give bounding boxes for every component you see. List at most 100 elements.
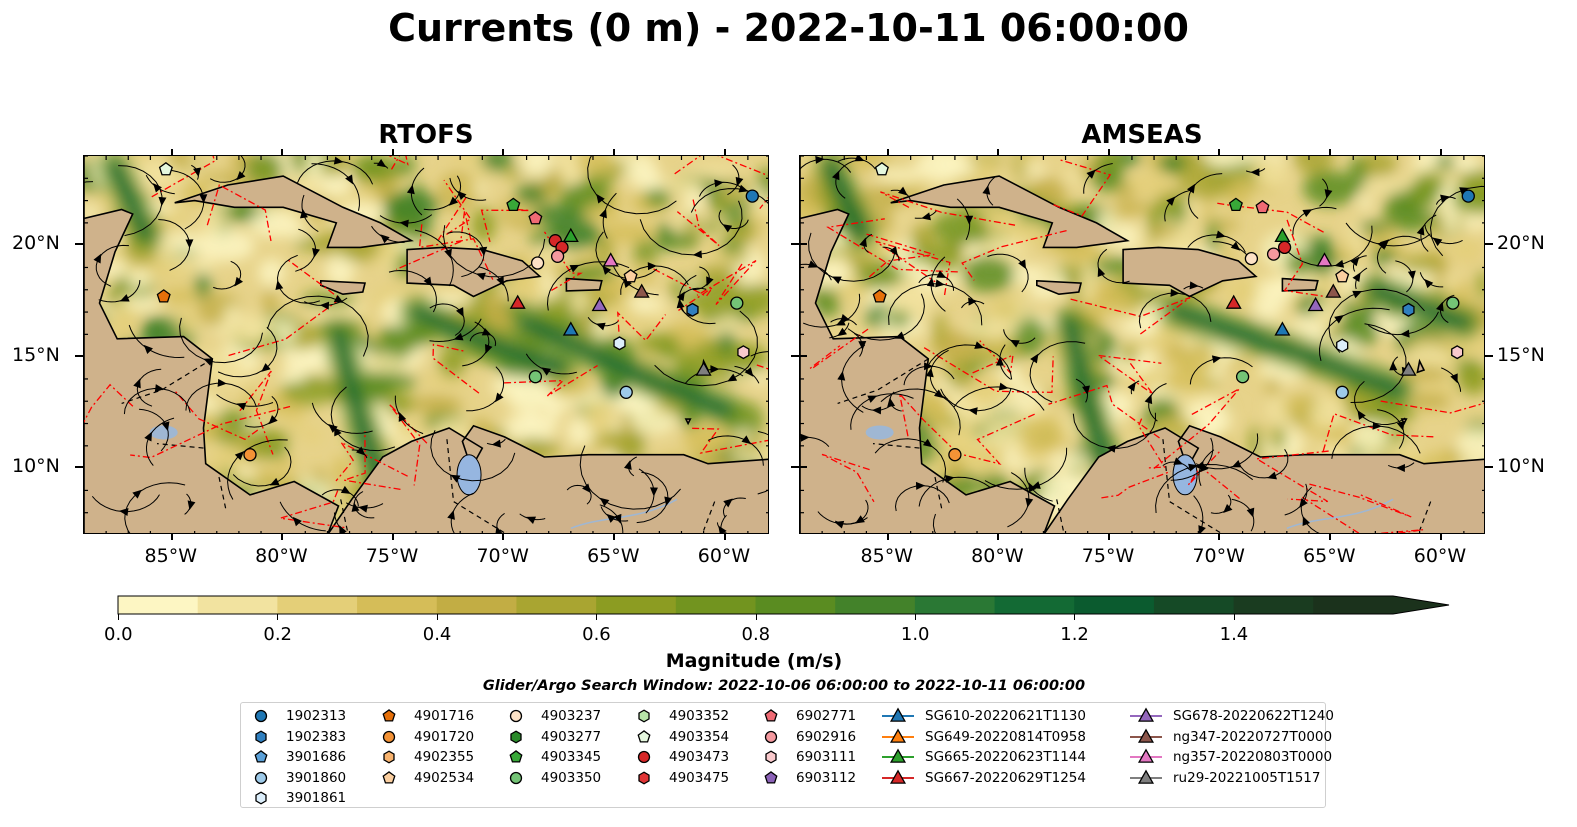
obs-marker-ng357-20220803t0000 (1316, 252, 1333, 267)
legend-label: SG610-20220621T1130 (925, 708, 1086, 724)
colorbar-extend-arrow (1393, 596, 1449, 614)
lat-tick-label-right: 20°N (1497, 232, 1545, 255)
circle-marker-icon (382, 730, 396, 743)
obs-marker-ru29-20221005t1517 (1400, 361, 1417, 376)
legend-label: ng357-20220803T0000 (1173, 749, 1333, 765)
circle-marker-icon (509, 771, 523, 784)
colorbar-tick-label: 0.4 (422, 624, 452, 645)
triangle-marker-icon (882, 727, 914, 743)
lon-tick-label: 85°W (860, 545, 913, 567)
obs-marker-4903354 (158, 161, 173, 176)
obs-marker-sg610-20220621t1130 (1274, 321, 1291, 336)
colorbar-segment (1313, 596, 1394, 614)
lon-tick-mark (997, 533, 1000, 540)
lon-tick-mark (502, 149, 505, 156)
amseas-map (799, 155, 1485, 534)
figure-title: Currents (0 m) - 2022-10-11 06:00:00 (388, 6, 1189, 50)
lon-tick-mark (1439, 149, 1442, 156)
obs-marker-6903111 (737, 345, 750, 360)
legend-label: SG667-20220629T1254 (925, 769, 1086, 786)
lat-tick-mark (1485, 466, 1493, 469)
legend-label: 4903277 (541, 728, 602, 745)
hexagon-marker-icon (638, 709, 650, 723)
colorbar-tick-label: 1.4 (1219, 624, 1249, 645)
legend-label: 4903473 (669, 749, 730, 765)
lon-tick-label: 65°W (587, 545, 640, 567)
lat-tick-mark (75, 466, 83, 469)
obs-marker-3901860 (1335, 385, 1349, 399)
lon-tick-label: 75°W (1081, 545, 1135, 567)
lon-tick-mark (1329, 533, 1332, 540)
lon-tick-mark (1107, 149, 1110, 156)
rtofs-map (83, 155, 769, 534)
lon-tick-mark (613, 149, 616, 156)
lat-tick-mark (1485, 243, 1493, 246)
obs-marker-6902771 (528, 210, 543, 225)
hexagon-marker-icon (638, 770, 650, 785)
triangle-marker-icon (882, 748, 914, 763)
circle-marker-icon (637, 750, 651, 764)
circle-marker-icon (254, 771, 268, 784)
obs-marker-4903473 (1277, 240, 1292, 255)
legend-label: ng347-20220727T0000 (1173, 728, 1333, 745)
colorbar-segment (357, 596, 438, 614)
colorbar-tick-mark (914, 614, 916, 620)
obs-marker-6902916 (1266, 247, 1281, 261)
legend-label: 4903237 (541, 708, 602, 724)
obs-marker-4901720 (948, 448, 962, 462)
obs-marker-4903345 (506, 197, 521, 211)
obs-marker-ng357-20220803t0000 (602, 252, 619, 267)
lat-tick-mark (791, 354, 807, 357)
colorbar-segment (118, 596, 199, 614)
legend-label: 4903475 (669, 769, 730, 786)
colorbar-segment (436, 596, 517, 614)
legend: 1902313 1902383 3901686 3901860 3901861 49017… (240, 702, 1334, 808)
obs-marker-sg667-20220629t1254 (1225, 294, 1242, 309)
legend-label: 4901720 (414, 728, 475, 745)
colorbar-segment (516, 596, 597, 614)
legend-label: 4902355 (414, 749, 475, 765)
obs-marker-4903237 (530, 256, 545, 270)
colorbar (117, 595, 1450, 615)
colorbar-tick-mark (277, 614, 279, 620)
triangle-marker-icon (882, 768, 914, 784)
pentagon-marker-icon (637, 729, 651, 743)
colorbar-segment (675, 596, 756, 614)
colorbar-tick-mark (755, 614, 757, 620)
lon-tick-mark (723, 533, 726, 540)
obs-marker-6903111 (1451, 345, 1464, 360)
colorbar-segment (1074, 596, 1155, 614)
legend-label: 3901860 (286, 769, 347, 786)
legend-label: 3901686 (286, 749, 347, 765)
lon-tick-mark (1329, 149, 1332, 156)
legend-label: 1902383 (286, 728, 347, 745)
lat-tick-mark (791, 243, 807, 246)
obs-marker-1902313 (745, 189, 759, 203)
legend-label: 6903112 (796, 769, 857, 786)
obs-marker-ng347-20220727t0000 (1325, 283, 1342, 298)
lat-tick-label-left: 15°N (12, 343, 60, 366)
legend-label: 4903354 (669, 728, 730, 745)
obs-marker-sg610-20220621t1130 (562, 321, 579, 336)
obs-marker-sg678-20220622t1240 (1307, 296, 1324, 312)
colorbar-segment (197, 596, 278, 614)
obs-marker-ru29-20221005t1517 (695, 361, 712, 376)
colorbar-tick-label: 0.6 (582, 624, 611, 645)
legend-label: 6903111 (796, 749, 857, 765)
obs-marker-sg667-20220629t1254 (509, 294, 526, 309)
colorbar-tick-label: 0.8 (741, 624, 771, 645)
pentagon-marker-icon (764, 709, 778, 722)
colorbar-tick-label: 1.2 (1060, 624, 1089, 645)
lat-tick-mark (75, 243, 83, 246)
lon-tick-label: 70°W (476, 545, 529, 567)
lat-tick-label-right: 10°N (1497, 455, 1545, 478)
circle-marker-icon (509, 709, 523, 723)
obs-marker-6902771 (1255, 199, 1270, 214)
obs-marker-6902916 (550, 249, 565, 263)
colorbar-label: Magnitude (m/s) (665, 650, 843, 672)
legend-label: SG678-20220622T1240 (1173, 708, 1334, 724)
pentagon-marker-icon (254, 750, 268, 763)
legend-label: 3901861 (286, 790, 347, 806)
lat-tick-label-right: 15°N (1497, 343, 1545, 366)
lon-tick-mark (170, 533, 173, 540)
